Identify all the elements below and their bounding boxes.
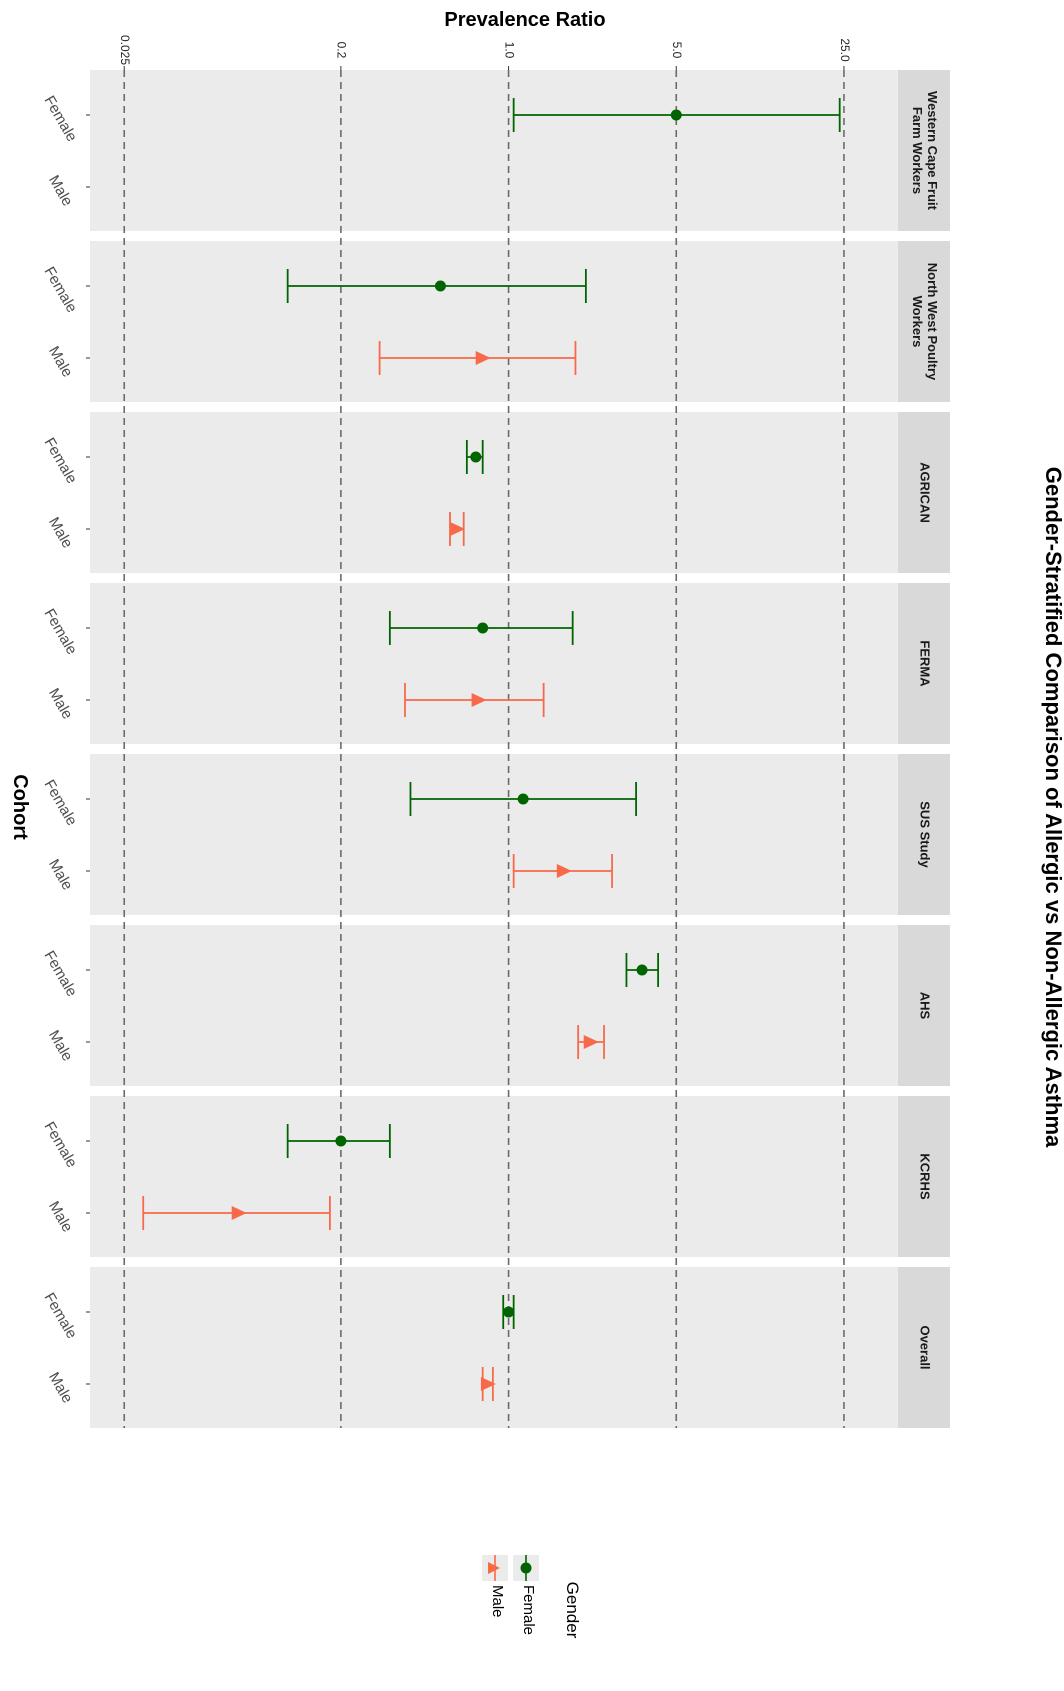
panel-background-overall xyxy=(90,1267,898,1428)
panel-background-western-cape-fruit-farm-workers xyxy=(90,70,898,231)
strip-label-ahs: AHS xyxy=(918,992,933,1020)
strip-label-overall: Overall xyxy=(918,1325,933,1369)
panel-strip-agrican xyxy=(898,412,950,573)
panel-background-north-west-poultry-workers xyxy=(90,241,898,402)
panel-strip-north-west-poultry-workers xyxy=(898,241,950,402)
point-estimate-ahs-female xyxy=(636,964,648,976)
strip-label-agrican: AGRICAN xyxy=(918,462,933,523)
x-axis-title: Cohort xyxy=(9,774,31,840)
y-axis-tick-label-1-0: 1.0 xyxy=(502,42,516,59)
point-estimate-north-west-poultry-workers-female xyxy=(434,280,446,292)
panel-background-agrican xyxy=(90,412,898,573)
point-estimate-western-cape-fruit-farm-workers-female xyxy=(670,109,682,121)
panel-strip-ahs xyxy=(898,925,950,1086)
y-axis-tick-label-0-2: 0.2 xyxy=(335,42,349,59)
panel-strip-overall xyxy=(898,1267,950,1428)
strip-label-north-west-poultry-workers-line-1: North West Poultry xyxy=(925,263,940,381)
marks-layer xyxy=(142,98,841,1401)
y-axis-tick-label-0-025: 0.025 xyxy=(118,35,132,65)
strip-label-kcrhs: KCRHS xyxy=(918,1153,933,1200)
strip-label-western-cape-fruit-farm-workers-line-2: Farm Workers xyxy=(910,107,925,194)
point-estimate-sus-study-female xyxy=(517,793,529,805)
panel-strip-western-cape-fruit-farm-workers xyxy=(898,70,950,231)
point-estimate-overall-female xyxy=(503,1306,515,1318)
y-axis-tick-label-5-0: 5.0 xyxy=(670,42,684,59)
legend-label-male: Male xyxy=(489,1585,506,1618)
strip-label-western-cape-fruit-farm-workers-line-1: Western Cape Fruit xyxy=(925,91,940,211)
point-estimate-ferma-female xyxy=(477,622,489,634)
point-estimate-ferma-male xyxy=(471,693,487,707)
point-estimate-kcrhs-female xyxy=(335,1135,347,1147)
legend-label-female: Female xyxy=(520,1585,537,1635)
panel-strip-ferma xyxy=(898,583,950,744)
panel-background-ahs xyxy=(90,925,898,1086)
legend: Gender Female Male xyxy=(482,1555,582,1639)
strip-label-sus-study: SUS Study xyxy=(918,801,933,868)
point-estimate-ahs-male xyxy=(583,1035,599,1049)
legend-marker-male xyxy=(488,1562,500,1574)
legend-title: Gender xyxy=(563,1582,582,1639)
panel-background-ferma xyxy=(90,583,898,744)
y-axis-tick-label-25-0: 25.0 xyxy=(838,38,852,62)
strip-label-ferma: FERMA xyxy=(918,640,933,687)
legend-marker-female xyxy=(520,1562,532,1574)
point-estimate-agrican-female xyxy=(470,451,482,463)
grid-layer xyxy=(86,66,845,1428)
point-estimate-sus-study-male xyxy=(556,864,572,878)
panel-background-kcrhs xyxy=(90,1096,898,1257)
point-estimate-agrican-male xyxy=(450,522,466,536)
point-estimate-overall-male xyxy=(480,1377,496,1391)
strip-label-north-west-poultry-workers-line-2: Workers xyxy=(910,296,925,348)
chart-title: Gender-Stratified Comparison of Allergic… xyxy=(1041,467,1064,1148)
point-estimate-kcrhs-male xyxy=(231,1206,247,1220)
point-estimate-north-west-poultry-workers-male xyxy=(475,351,491,365)
panel-background-sus-study xyxy=(90,754,898,915)
panel-strip-sus-study xyxy=(898,754,950,915)
panel-strip-kcrhs xyxy=(898,1096,950,1257)
panels-layer xyxy=(90,70,950,1428)
y-axis-title: Prevalence Ratio xyxy=(444,9,605,31)
